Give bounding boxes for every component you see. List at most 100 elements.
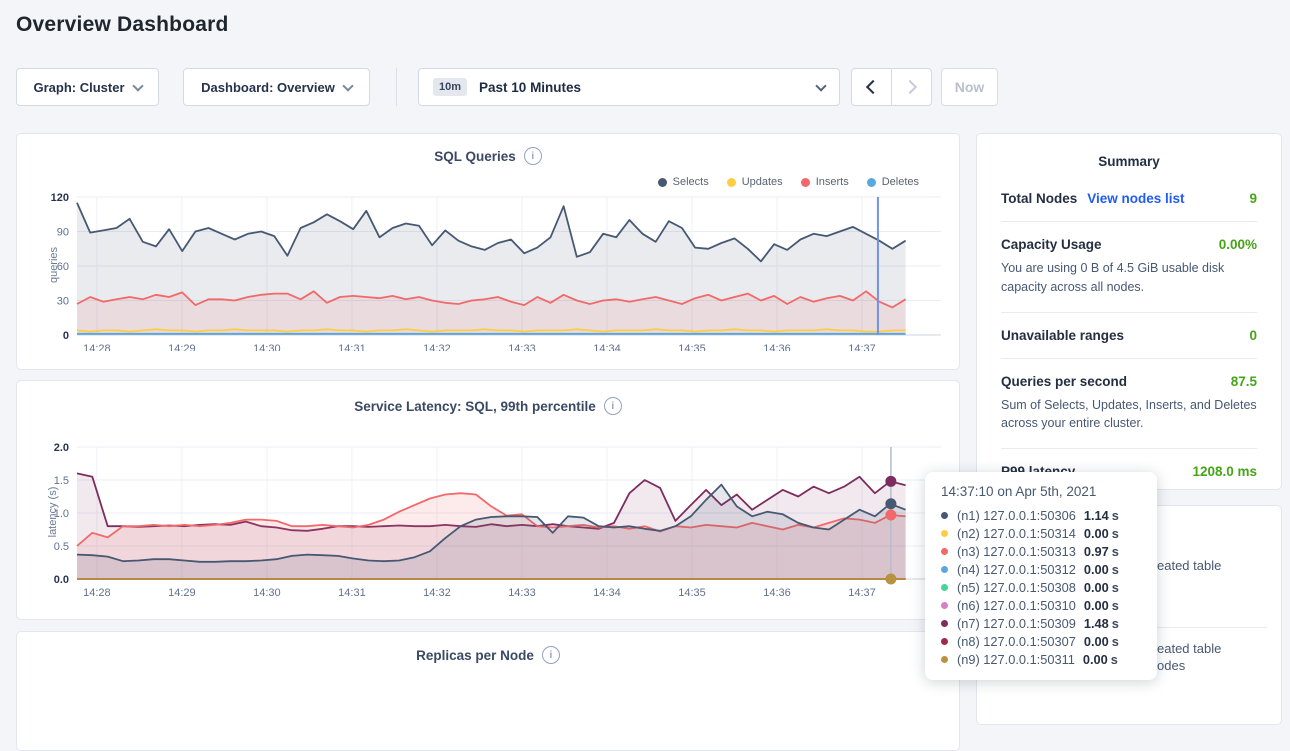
series-line (76, 492, 906, 547)
summary-divider (1001, 357, 1257, 359)
series-line (76, 290, 907, 309)
legend-dot (800, 177, 810, 187)
summary-divider (1001, 448, 1257, 449)
tooltip-node-dot (941, 511, 948, 519)
tooltip-node-value-number: 0.00 (1082, 651, 1108, 667)
chevron-left-icon (865, 79, 881, 95)
tooltip-node-row: (n2) 127.0.0.1:50314 0.00 s (941, 524, 1143, 542)
tooltip-node-label: (n7) 127.0.0.1:50309 (957, 615, 1076, 631)
summary-row-value: 87.5 (1230, 373, 1257, 389)
x-tick-label: 14:30 (253, 343, 281, 351)
summary-row-value: 0 (1249, 327, 1257, 343)
summary-row-desc: Sum of Selects, Updates, Inserts, and De… (1001, 397, 1257, 431)
crosshair-dot (885, 498, 897, 510)
legend-dot (866, 177, 876, 187)
service-latency-card: Service Latency: SQL, 99th percentile i … (16, 380, 960, 620)
y-tick-label: 90 (57, 227, 69, 239)
time-range-dropdown[interactable]: 10m Past 10 Minutes (418, 68, 840, 106)
tooltip-node-value-number: 1.48 (1083, 615, 1109, 631)
x-tick-label: 14:37 (848, 587, 876, 599)
tooltip-node-row: (n6) 127.0.0.1:50310 0.00 s (941, 596, 1143, 614)
tooltip-node-label: (n5) 127.0.0.1:50308 (957, 579, 1076, 595)
sql-queries-chart[interactable]: 0 30 60 90 120 14:28 14:29 14:30 14:31 14:32 14:33… (47, 189, 961, 351)
x-tick-label: 14:35 (678, 343, 706, 351)
tooltip-node-row: (n4) 127.0.0.1:50312 0.00 s (941, 560, 1143, 578)
info-icon[interactable]: i (541, 646, 560, 664)
tooltip-node-dot (941, 547, 948, 555)
tooltip-node-value-number: 0.00 (1083, 579, 1109, 595)
tooltip-node-row: (n5) 127.0.0.1:50308 0.00 s (941, 578, 1143, 596)
summary-row-line: Queries per second 87.5 (1001, 374, 1257, 389)
time-range-label: Past 10 Minutes (479, 79, 582, 95)
series-line (76, 202, 907, 263)
y-tick-label: 120 (51, 192, 69, 204)
x-tick-label: 14:30 (253, 587, 281, 599)
chevron-down-icon (342, 79, 354, 92)
y-tick-label: 0 (63, 330, 69, 342)
legend-item-deletes[interactable]: Deletes (866, 176, 919, 188)
summary-row: Capacity Usage 0.00% You are using 0 B of … (1001, 237, 1257, 297)
legend-label: Updates (741, 176, 783, 188)
tooltip-node-label: (n4) 127.0.0.1:50312 (957, 561, 1076, 577)
y-tick-label: 60 (57, 261, 69, 273)
x-tick-label: 14:29 (168, 343, 196, 351)
tooltip-node-label: (n2) 127.0.0.1:50314 (957, 525, 1076, 541)
x-tick-label: 14:37 (848, 343, 876, 351)
event-item-fragment: eated table (1157, 641, 1222, 656)
time-next-button[interactable] (892, 69, 931, 105)
chevron-down-icon (815, 79, 827, 92)
tooltip-node-label: (n6) 127.0.0.1:50310 (957, 597, 1076, 613)
series-line (76, 328, 906, 333)
legend-item-updates[interactable]: Updates (726, 176, 783, 188)
tooltip-node-unit: s (1111, 561, 1119, 577)
series-line (76, 483, 906, 563)
now-button[interactable]: Now (941, 68, 998, 106)
service-latency-chart[interactable]: 0.0 0.5 1.0 1.5 2.0 14:28 14:29 14:30 14:31 14:32… (47, 439, 961, 599)
summary-row-line: Unavailable ranges 0 (1001, 328, 1257, 343)
x-tick-label: 14:35 (678, 587, 706, 599)
tooltip-node-label: (n3) 127.0.0.1:50313 (957, 543, 1076, 559)
tooltip-node-row: (n3) 127.0.0.1:50313 0.97 s (941, 542, 1143, 560)
tooltip-node-label: (n9) 127.0.0.1:50311 (957, 651, 1075, 667)
tooltip-node-unit: s (1111, 615, 1119, 631)
series-area (77, 202, 906, 335)
tooltip-node-value: 0.00 s (1084, 634, 1119, 649)
sql-queries-title: SQL Queries (434, 148, 516, 164)
graph-dropdown[interactable]: Graph: Cluster (16, 68, 159, 106)
x-tick-label: 14:34 (593, 587, 621, 599)
replicas-per-node-card: Replicas per Node i (16, 631, 960, 751)
info-icon[interactable]: i (603, 397, 622, 415)
view-nodes-link[interactable]: View nodes list (1087, 191, 1185, 206)
legend-label: Selects (672, 176, 709, 188)
tooltip-node-row: (n7) 127.0.0.1:50309 1.48 s (941, 614, 1143, 632)
tooltip-timestamp: 14:37:10 on Apr 5th, 2021 (941, 484, 1097, 499)
dashboard-dropdown[interactable]: Dashboard: Overview (183, 68, 370, 106)
tooltip-node-unit: s (1111, 525, 1119, 541)
summary-row: Unavailable ranges 0 (1001, 328, 1257, 343)
summary-row: Total Nodes View nodes list 9 (1001, 191, 1257, 206)
summary-panel: Summary Total Nodes View nodes list 9 Capac… (976, 133, 1282, 490)
legend-item-inserts[interactable]: Inserts (800, 176, 849, 188)
x-tick-label: 14:32 (423, 587, 451, 599)
summary-row-label: Queries per second (1001, 373, 1128, 389)
tooltip-node-value: 1.48 s (1084, 616, 1119, 631)
y-tick-label: 0.0 (54, 574, 69, 586)
service-latency-title: Service Latency: SQL, 99th percentile (354, 398, 596, 414)
tooltip-node-value-number: 1.14 (1083, 507, 1109, 523)
x-tick-label: 14:36 (763, 587, 791, 599)
x-tick-label: 14:34 (593, 343, 621, 351)
tooltip-node-dot (941, 655, 948, 663)
tooltip-node-row: (n8) 127.0.0.1:50307 0.00 s (941, 632, 1143, 650)
info-icon[interactable]: i (523, 147, 542, 165)
x-tick-label: 14:31 (338, 587, 366, 599)
time-prev-button[interactable] (852, 69, 892, 105)
summary-row-label: Unavailable ranges (1001, 327, 1125, 343)
summary-row-value: 9 (1249, 191, 1257, 206)
legend-item-selects[interactable]: Selects (657, 176, 709, 188)
x-tick-label: 14:31 (338, 343, 366, 351)
time-step-buttons (851, 68, 932, 106)
tooltip-node-value: 0.97 s (1084, 544, 1119, 559)
summary-row-value: 0.00% (1218, 237, 1257, 252)
sql-queries-legend: Selects Updates Inserts Deletes (657, 176, 919, 188)
replicas-per-node-title: Replicas per Node (416, 647, 534, 663)
